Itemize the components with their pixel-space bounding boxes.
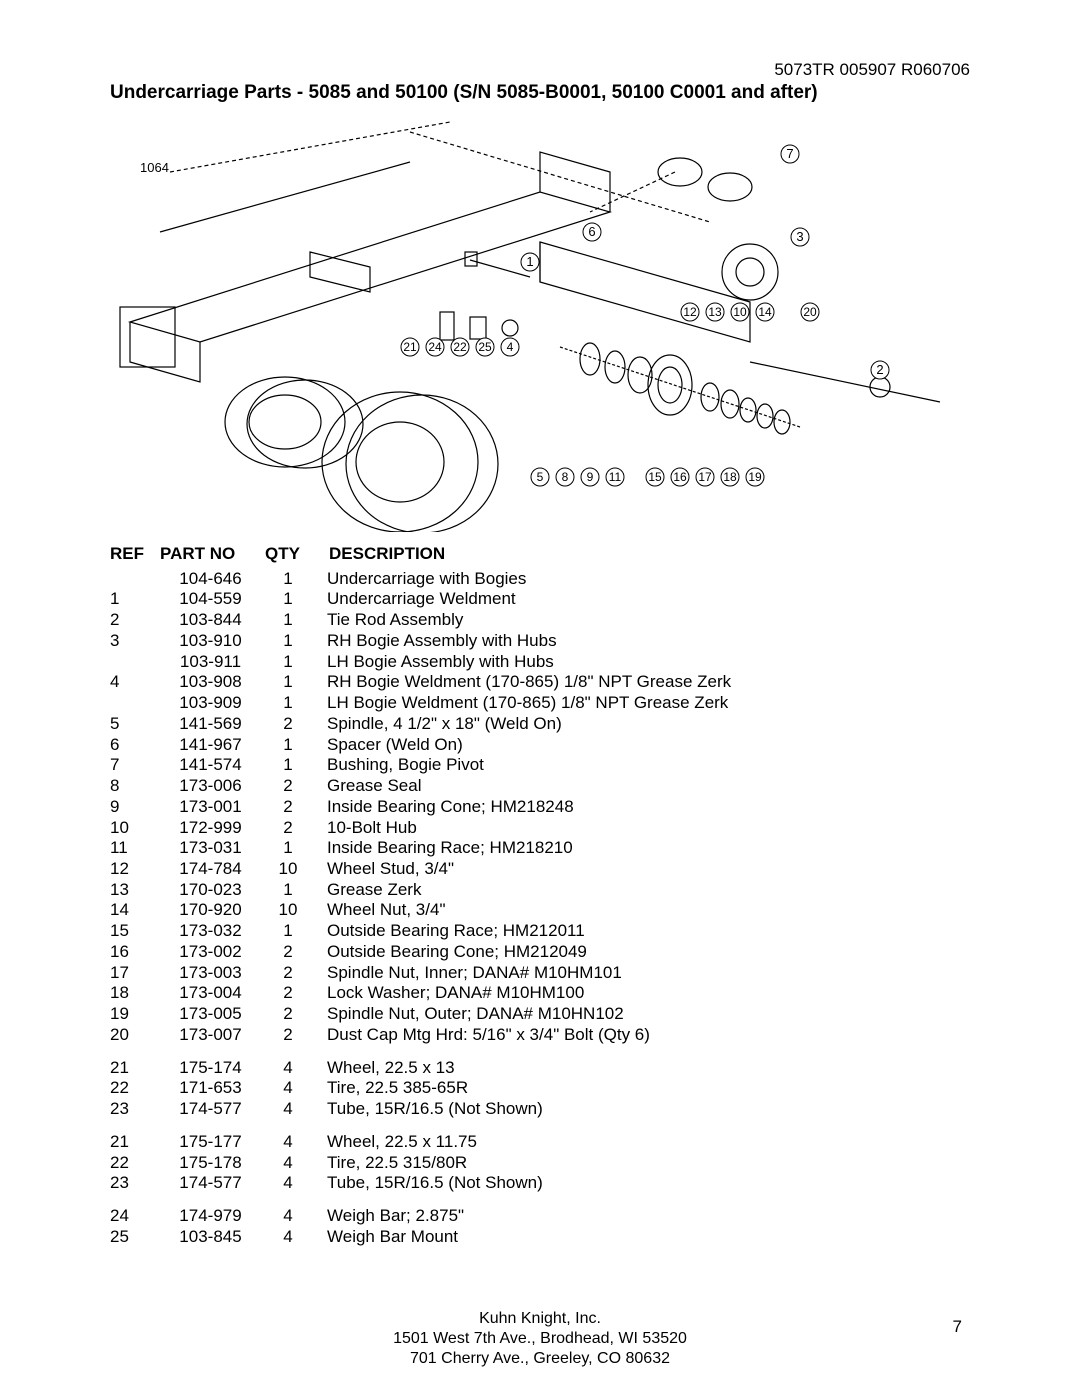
table-row: 103-9091LH Bogie Weldment (170-865) 1/8"… xyxy=(110,693,970,714)
svg-text:19: 19 xyxy=(748,470,762,484)
svg-text:12: 12 xyxy=(683,305,697,319)
table-row: 19173-0052Spindle Nut, Outer; DANA# M10H… xyxy=(110,1004,970,1025)
svg-text:15: 15 xyxy=(648,470,662,484)
svg-text:3: 3 xyxy=(796,229,803,244)
table-row: 21175-1744Wheel, 22.5 x 13 xyxy=(110,1058,970,1079)
svg-text:14: 14 xyxy=(758,305,772,319)
table-row: 24174-9794Weigh Bar; 2.875" xyxy=(110,1206,970,1227)
table-row: 103-9111LH Bogie Assembly with Hubs xyxy=(110,652,970,673)
table-row: 8173-0062Grease Seal xyxy=(110,776,970,797)
doc-code: 5073TR 005907 R060706 xyxy=(110,60,970,80)
table-row: 18173-0042Lock Washer; DANA# M10HM100 xyxy=(110,983,970,1004)
svg-text:17: 17 xyxy=(698,470,712,484)
parts-table: REF PART NO QTY DESCRIPTION 104-6461Unde… xyxy=(110,544,970,1248)
table-row: 12174-78410Wheel Stud, 3/4" xyxy=(110,859,970,880)
svg-text:18: 18 xyxy=(723,470,737,484)
table-row: 1104-5591Undercarriage Weldment xyxy=(110,589,970,610)
table-row: 9173-0012Inside Bearing Cone; HM218248 xyxy=(110,797,970,818)
svg-text:2: 2 xyxy=(876,362,883,377)
svg-text:5: 5 xyxy=(537,470,544,484)
table-row: 5141-5692Spindle, 4 1/2" x 18" (Weld On) xyxy=(110,714,970,735)
table-row: 11173-0311Inside Bearing Race; HM218210 xyxy=(110,838,970,859)
svg-text:16: 16 xyxy=(673,470,687,484)
page-title: Undercarriage Parts - 5085 and 50100 (S/… xyxy=(110,82,970,104)
svg-text:25: 25 xyxy=(478,340,492,354)
svg-text:20: 20 xyxy=(803,305,817,319)
svg-text:22: 22 xyxy=(453,340,467,354)
hdr-qty: QTY xyxy=(265,544,315,565)
footer-line-1: Kuhn Knight, Inc. xyxy=(0,1309,1080,1329)
svg-text:9: 9 xyxy=(587,470,594,484)
table-row: 16173-0022Outside Bearing Cone; HM212049 xyxy=(110,942,970,963)
svg-text:6: 6 xyxy=(588,224,595,239)
footer-line-3: 701 Cherry Ave., Greeley, CO 80632 xyxy=(0,1349,1080,1369)
hdr-part: PART NO xyxy=(158,544,265,565)
table-row: 7141-5741Bushing, Bogie Pivot xyxy=(110,755,970,776)
svg-text:7: 7 xyxy=(786,146,793,161)
footer-line-2: 1501 West 7th Ave., Brodhead, WI 53520 xyxy=(0,1329,1080,1349)
table-row: 13170-0231Grease Zerk xyxy=(110,880,970,901)
table-row: 2103-8441Tie Rod Assembly xyxy=(110,610,970,631)
hdr-ref: REF xyxy=(110,544,158,565)
table-row: 23174-5774Tube, 15R/16.5 (Not Shown) xyxy=(110,1173,970,1194)
svg-text:4: 4 xyxy=(507,340,514,354)
table-row: 23174-5774Tube, 15R/16.5 (Not Shown) xyxy=(110,1099,970,1120)
svg-text:8: 8 xyxy=(562,470,569,484)
exploded-diagram: 7 3 6 1 2 12 13 10 14 20 xyxy=(110,112,970,532)
table-row: 14170-92010Wheel Nut, 3/4" xyxy=(110,900,970,921)
table-row: 4103-9081RH Bogie Weldment (170-865) 1/8… xyxy=(110,672,970,693)
svg-text:24: 24 xyxy=(428,340,442,354)
table-row: 21175-1774Wheel, 22.5 x 11.75 xyxy=(110,1132,970,1153)
svg-text:1064: 1064 xyxy=(140,160,169,175)
table-row: 17173-0032Spindle Nut, Inner; DANA# M10H… xyxy=(110,963,970,984)
svg-text:10: 10 xyxy=(733,305,747,319)
table-row: 22171-6534Tire, 22.5 385-65R xyxy=(110,1078,970,1099)
hdr-desc: DESCRIPTION xyxy=(315,544,970,565)
svg-text:13: 13 xyxy=(708,305,722,319)
table-row: 104-6461Undercarriage with Bogies xyxy=(110,569,970,590)
table-row: 10172-999210-Bolt Hub xyxy=(110,818,970,839)
svg-text:21: 21 xyxy=(403,340,417,354)
table-row: 20173-0072Dust Cap Mtg Hrd: 5/16" x 3/4"… xyxy=(110,1025,970,1046)
table-row: 25103-8454Weigh Bar Mount xyxy=(110,1227,970,1248)
table-row: 6141-9671Spacer (Weld On) xyxy=(110,735,970,756)
table-row: 3103-9101RH Bogie Assembly with Hubs xyxy=(110,631,970,652)
table-row: 22175-1784Tire, 22.5 315/80R xyxy=(110,1153,970,1174)
table-row: 15173-0321Outside Bearing Race; HM212011 xyxy=(110,921,970,942)
footer: Kuhn Knight, Inc. 1501 West 7th Ave., Br… xyxy=(0,1309,1080,1369)
svg-text:11: 11 xyxy=(609,470,622,484)
svg-text:1: 1 xyxy=(526,254,533,269)
